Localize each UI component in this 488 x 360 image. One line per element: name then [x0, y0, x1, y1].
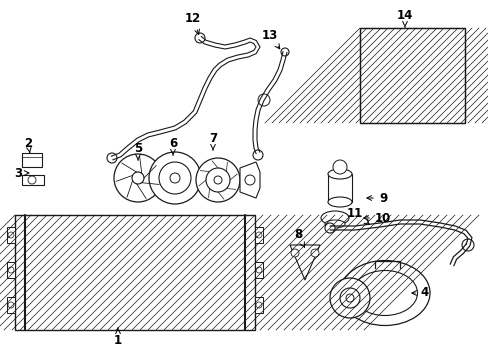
Circle shape: [281, 48, 288, 56]
Bar: [327, 174, 351, 202]
Circle shape: [256, 232, 262, 238]
Circle shape: [195, 33, 204, 43]
Circle shape: [132, 172, 143, 184]
Bar: [7, 297, 15, 313]
FancyBboxPatch shape: [22, 153, 42, 167]
Text: 9: 9: [366, 192, 386, 204]
Text: 13: 13: [262, 28, 279, 49]
Circle shape: [214, 176, 222, 184]
Bar: [359, 28, 464, 123]
Circle shape: [332, 160, 346, 174]
Circle shape: [170, 173, 180, 183]
Text: 8: 8: [293, 229, 304, 247]
Bar: [359, 28, 464, 123]
Polygon shape: [289, 245, 319, 280]
Circle shape: [8, 232, 14, 238]
Circle shape: [325, 223, 334, 233]
Ellipse shape: [327, 197, 351, 207]
Text: 4: 4: [411, 287, 428, 300]
Ellipse shape: [325, 220, 345, 228]
Bar: [15, 215, 254, 330]
Circle shape: [205, 168, 229, 192]
Text: 11: 11: [346, 207, 368, 224]
Circle shape: [329, 278, 369, 318]
Text: 12: 12: [184, 12, 201, 34]
Circle shape: [346, 294, 353, 302]
Bar: [254, 297, 263, 313]
Circle shape: [310, 249, 318, 257]
Text: 6: 6: [168, 136, 177, 155]
Bar: [15, 215, 254, 330]
Circle shape: [196, 158, 240, 202]
Circle shape: [8, 267, 14, 273]
FancyBboxPatch shape: [22, 175, 44, 185]
Circle shape: [159, 162, 191, 194]
Circle shape: [461, 239, 473, 251]
Circle shape: [290, 249, 298, 257]
Ellipse shape: [320, 211, 348, 225]
Circle shape: [107, 153, 117, 163]
Circle shape: [252, 150, 263, 160]
Circle shape: [258, 94, 269, 106]
Bar: [7, 262, 15, 278]
Ellipse shape: [352, 270, 417, 315]
Text: 3: 3: [14, 166, 29, 180]
Bar: [7, 227, 15, 243]
Circle shape: [244, 175, 254, 185]
Ellipse shape: [327, 169, 351, 179]
Ellipse shape: [339, 261, 429, 325]
Circle shape: [256, 302, 262, 308]
Circle shape: [8, 302, 14, 308]
Circle shape: [256, 267, 262, 273]
Circle shape: [114, 154, 162, 202]
Text: 2: 2: [24, 136, 32, 152]
Text: 14: 14: [396, 9, 412, 27]
Text: 1: 1: [114, 328, 122, 346]
Bar: [254, 262, 263, 278]
Bar: [254, 227, 263, 243]
Circle shape: [28, 176, 36, 184]
Text: 7: 7: [208, 131, 217, 150]
Circle shape: [149, 152, 201, 204]
Polygon shape: [240, 162, 260, 198]
Text: 5: 5: [134, 141, 142, 160]
Circle shape: [339, 288, 359, 308]
Text: 10: 10: [363, 212, 390, 225]
